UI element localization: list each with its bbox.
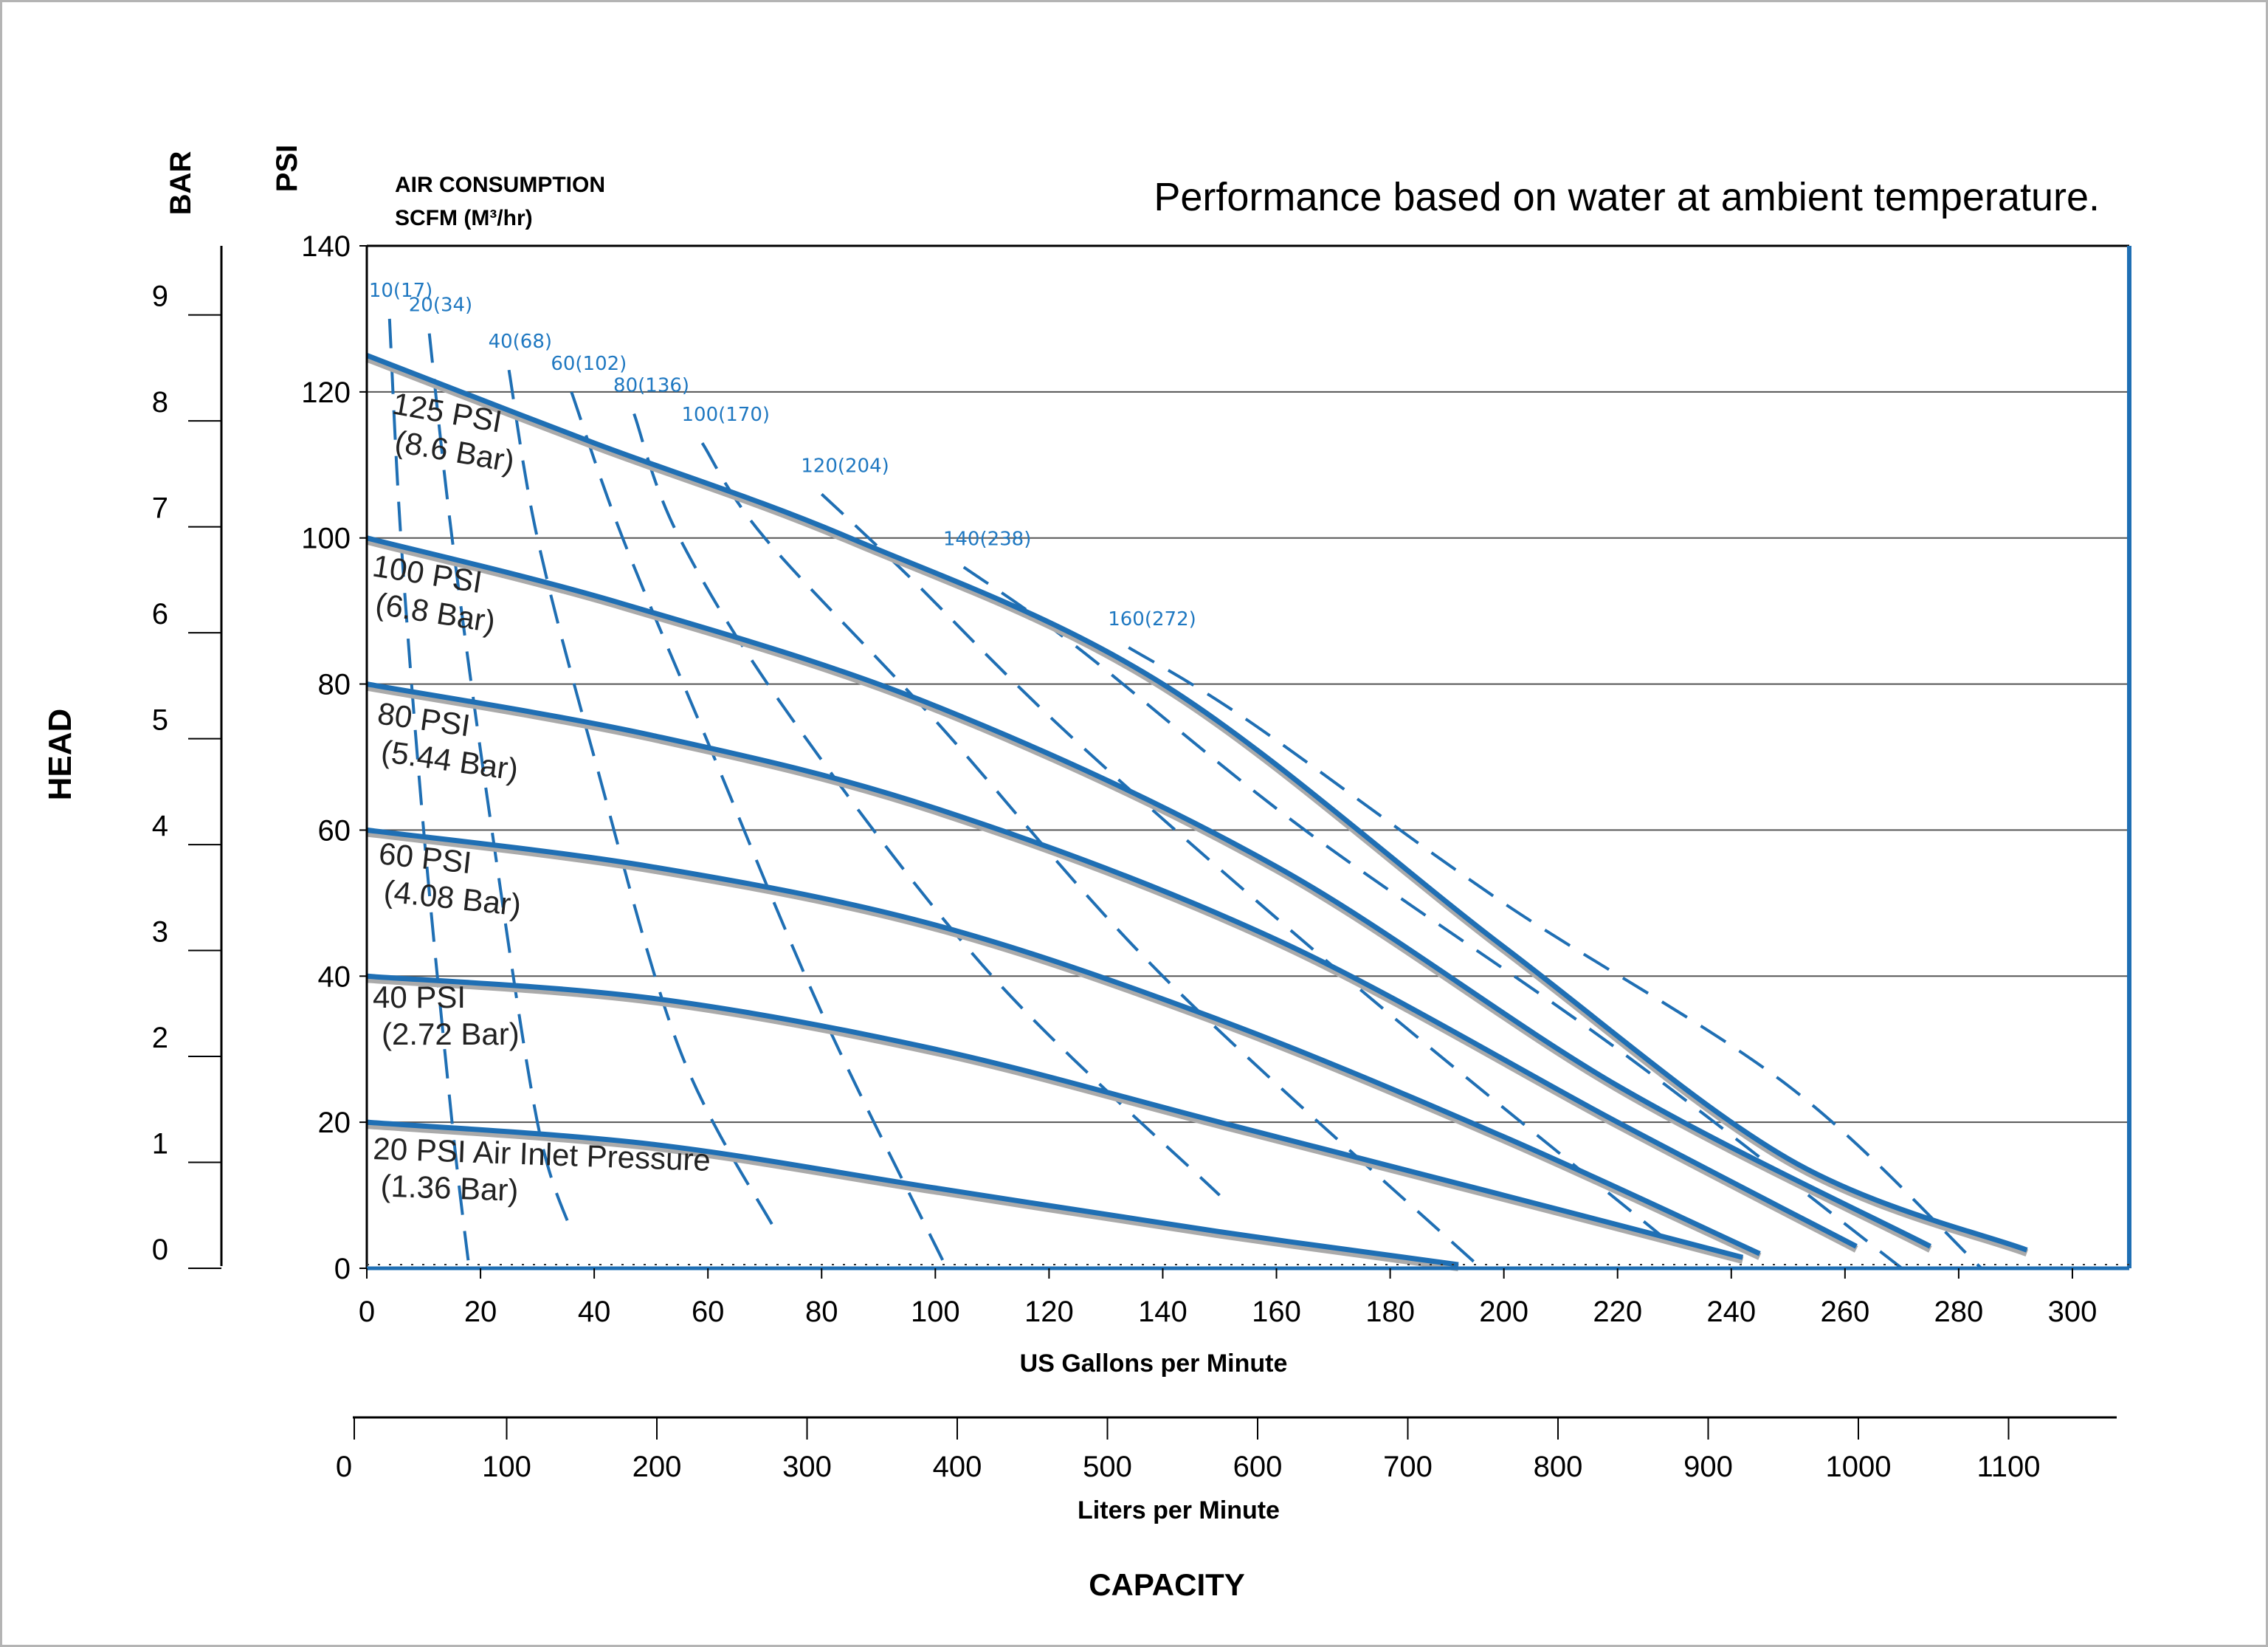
curve-labels: 125 PSI(8.6 Bar)100 PSI(6.8 Bar)80 PSI(5… [370,386,711,1208]
pressure-curve-shadow [366,683,1858,1253]
gpm-tick-label: 300 [2048,1296,2098,1328]
lpm-tick-label: 900 [1683,1451,1733,1483]
psi-tick-label: 20 [318,1107,351,1139]
gpm-tick-label: 240 [1706,1296,1756,1328]
air-consumption-line [387,318,471,1269]
lpm-axis-title: Liters per Minute [1078,1496,1280,1524]
pressure-curve [366,973,1744,1260]
psi-tick-label: 60 [318,814,351,847]
lpm-tick-label: 500 [1083,1451,1132,1483]
air-consumption-units: SCFM (M³/hr) [395,206,533,230]
head-axis-title: HEAD [42,709,78,801]
psi-tick-label: 100 [301,523,351,555]
bar-tick-label: 0 [152,1234,168,1266]
pressure-curve-shadow [366,829,1762,1260]
air-consumption-line [962,565,1903,1270]
gpm-axis-title: US Gallons per Minute [1020,1349,1288,1378]
psi-tick-label: 40 [318,960,351,993]
lpm-tick-label: 200 [633,1451,682,1483]
pressure-curve [366,1119,1459,1268]
air-consumption-label: 160(272) [1108,608,1196,630]
air-consumption-label: 100(170) [681,404,770,426]
air-consumption-label: 60(102) [551,353,627,375]
air-consumption-label: 120(204) [801,455,889,477]
pressure-curve-shadow [365,537,1932,1253]
bar-tick-label: 6 [152,598,168,630]
pressure-curve [366,535,1932,1249]
pressure-curve-label-line2: (5.44 Bar) [379,734,520,788]
psi-tick-label: 80 [318,669,351,701]
capacity-axis-title: CAPACITY [1089,1567,1245,1602]
gridlines [367,391,2129,1124]
pressure-curve [366,827,1761,1256]
air-consumption-line [570,391,948,1269]
bar-tick-label: 4 [152,810,168,842]
psi-tick-label: 140 [301,230,351,263]
lpm-tick-label: 100 [482,1451,531,1483]
pressure-curve-label: 40 PSI(2.72 Bar) [373,980,520,1051]
lpm-tick-label: 1000 [1825,1451,1891,1483]
gpm-tick-label: 20 [464,1296,497,1328]
bar-axis-title: BAR [165,151,197,216]
pressure-curve-label: 20 PSI Air Inlet Pressure(1.36 Bar) [373,1131,711,1208]
gpm-tick-label: 100 [911,1296,960,1328]
bar-tick-label: 9 [152,281,168,313]
gpm-tick-label: 0 [359,1296,375,1328]
gpm-tick-label: 140 [1138,1296,1188,1328]
lpm-tick-label: 700 [1383,1451,1433,1483]
pressure-curve-label: 100 PSI(6.8 Bar) [370,548,498,639]
gpm-tick-label: 80 [805,1296,838,1328]
air-consumption-label: 20(34) [409,295,472,317]
pressure-curves [365,353,2029,1272]
bar-tick-label: 8 [152,386,168,419]
air-consumption-label: 10(17) [369,280,432,302]
gpm-tick-label: 40 [578,1296,611,1328]
gpm-tick-label: 180 [1365,1296,1415,1328]
pressure-curve [365,353,2028,1253]
air-consumption-lines: 10(17)20(34) 40(68)60(102)80(136) 100(170)… [369,280,1983,1270]
gpm-tick-label: 200 [1479,1296,1528,1328]
air-consumption-label: 80(136) [613,375,689,397]
gpm-tick-label: 160 [1252,1296,1301,1328]
pressure-curve-label-line1: 40 PSI [373,980,466,1014]
psi-axis-title: PSI [271,145,303,192]
pressure-curve-shadow [366,975,1744,1265]
air-consumption-label: 40(68) [489,331,552,353]
air-consumption-line [700,442,1483,1270]
lpm-tick-label: 1100 [1976,1451,2040,1483]
pressure-curve-label-line2: (2.72 Bar) [382,1017,520,1051]
air-consumption-title: AIR CONSUMPTION [395,173,605,197]
air-consumption-line [633,413,1221,1197]
psi-tick-label: 0 [334,1253,351,1285]
lpm-tick-label: 300 [782,1451,832,1483]
pressure-curve [366,681,1858,1249]
pressure-curve-label-line2: (4.08 Bar) [382,873,523,922]
lpm-tick-label: 0 [336,1451,352,1483]
gpm-tick-label: 260 [1820,1296,1869,1328]
psi-tick-label: 120 [301,376,351,409]
lpm-tick-label: 800 [1534,1451,1583,1483]
gpm-tick-label: 120 [1024,1296,1074,1328]
lpm-tick-label: 600 [1233,1451,1283,1483]
performance-note: Performance based on water at ambient te… [1154,175,2100,219]
air-consumption-line [820,492,1675,1248]
bar-tick-label: 5 [152,704,168,737]
lpm-tick-label: 400 [933,1451,982,1483]
bar-tick-label: 7 [152,492,168,525]
gpm-tick-label: 60 [692,1296,725,1328]
gpm-tick-label: 220 [1593,1296,1642,1328]
bar-tick-label: 1 [152,1128,168,1161]
pressure-curve-label: 125 PSI(8.6 Bar) [390,386,517,479]
pressure-curve-label-line2: (1.36 Bar) [380,1168,519,1207]
air-consumption-label: 140(238) [943,528,1032,550]
bar-tick-label: 2 [152,1022,168,1054]
pressure-curve-shadow [366,1121,1459,1272]
bar-tick-label: 3 [152,916,168,949]
gpm-tick-label: 280 [1934,1296,1984,1328]
air-consumption-line [1128,646,1983,1270]
